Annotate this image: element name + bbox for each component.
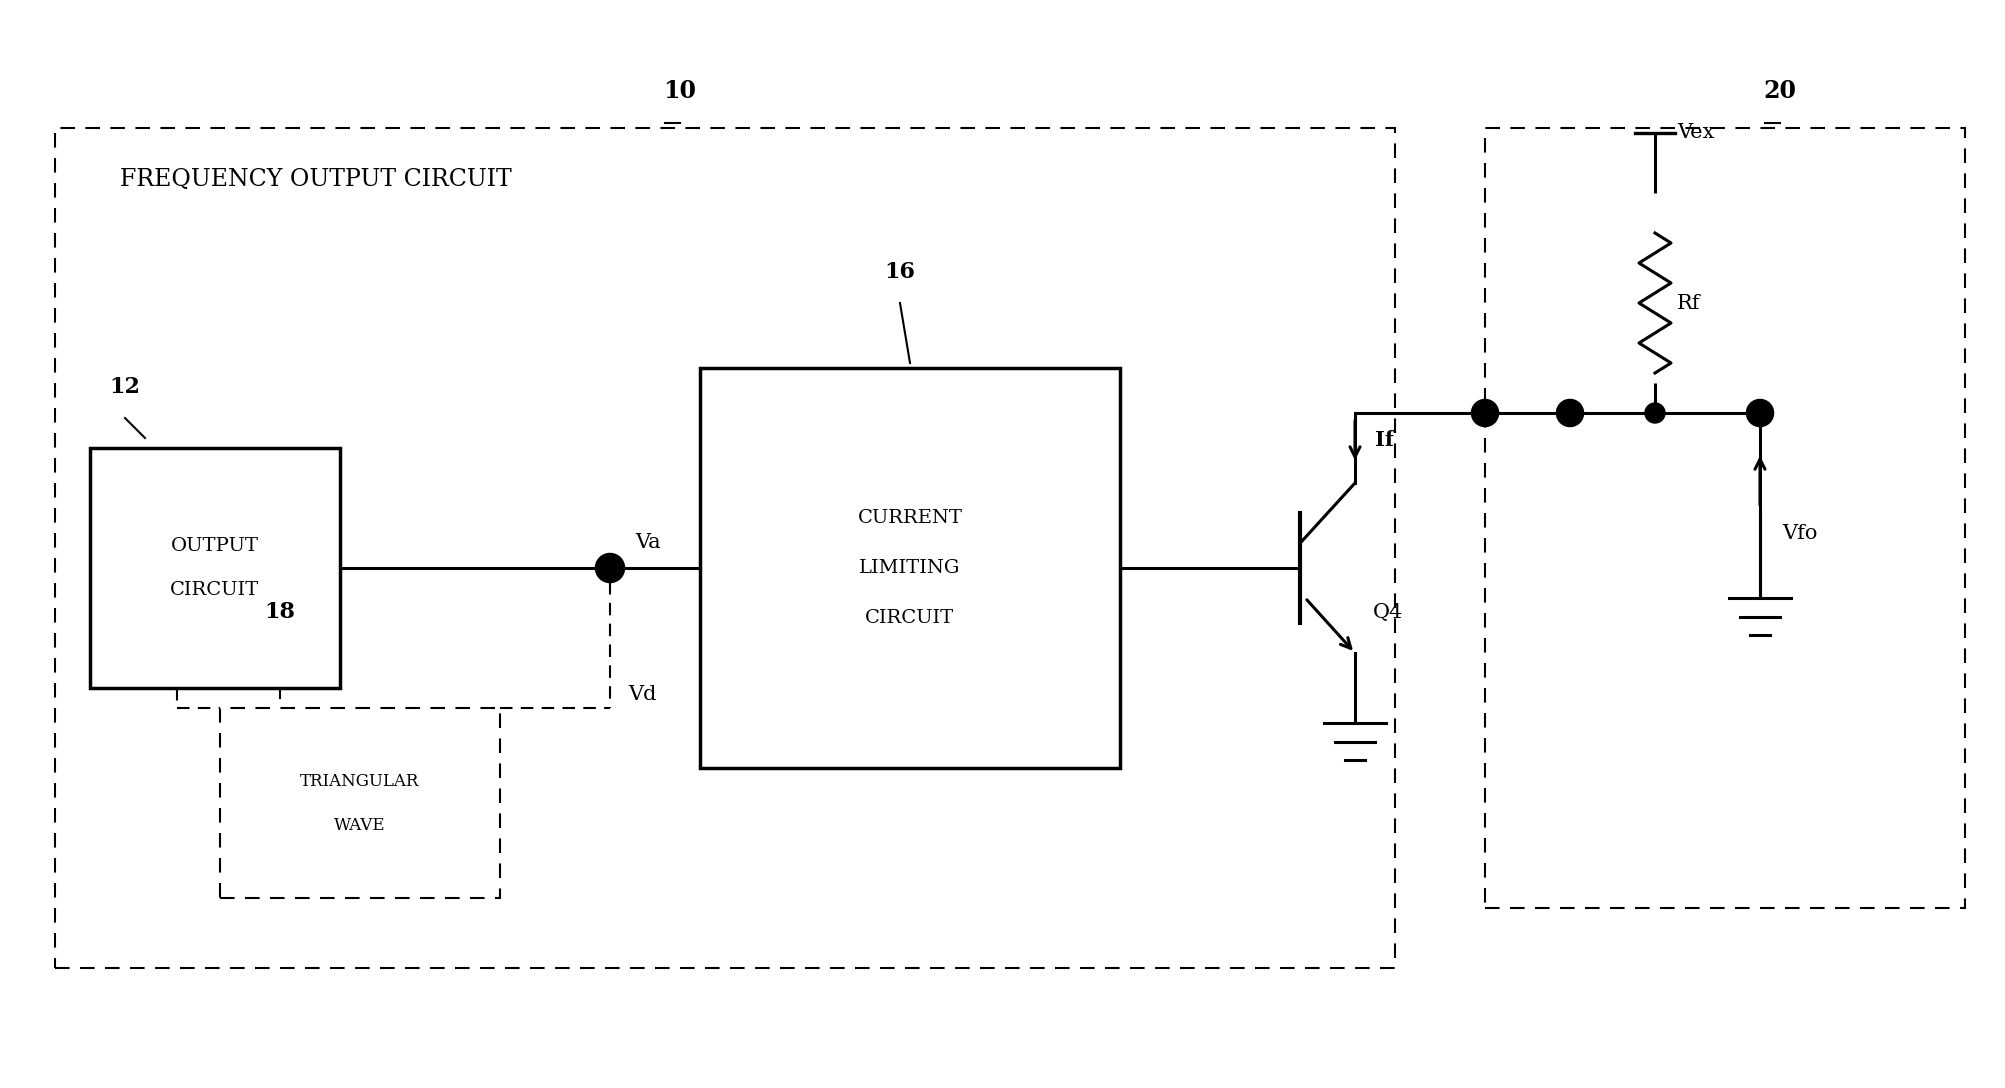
Text: 16: 16: [884, 261, 916, 283]
Bar: [90, 448, 341, 688]
Text: FREQUENCY OUTPUT CIRCUIT: FREQUENCY OUTPUT CIRCUIT: [120, 168, 511, 191]
Bar: [54, 128, 1395, 968]
Circle shape: [595, 554, 624, 582]
Text: OUTPUT: OUTPUT: [170, 537, 259, 555]
Bar: [700, 368, 1121, 768]
Circle shape: [1644, 403, 1664, 423]
Text: Vd: Vd: [628, 685, 656, 704]
Text: 18: 18: [265, 601, 295, 623]
Text: Vfo: Vfo: [1782, 523, 1817, 543]
Text: TRIANGULAR: TRIANGULAR: [301, 772, 419, 790]
Text: CURRENT: CURRENT: [858, 509, 962, 527]
Text: Vex: Vex: [1676, 123, 1714, 143]
Text: LIMITING: LIMITING: [860, 559, 960, 577]
Text: CIRCUIT: CIRCUIT: [170, 581, 259, 599]
Text: Rf: Rf: [1676, 294, 1700, 312]
Bar: [1486, 128, 1965, 908]
Text: 20: 20: [1764, 79, 1796, 103]
Circle shape: [1558, 400, 1584, 426]
Text: Q4: Q4: [1373, 603, 1404, 622]
Circle shape: [1746, 400, 1772, 426]
Text: WAVE: WAVE: [335, 816, 385, 833]
Text: 12: 12: [110, 376, 140, 398]
Text: If: If: [1375, 430, 1393, 450]
Text: 10: 10: [664, 79, 696, 103]
Bar: [221, 708, 499, 898]
Circle shape: [1472, 400, 1498, 426]
Text: Va: Va: [636, 533, 660, 552]
Text: CIRCUIT: CIRCUIT: [866, 609, 954, 627]
